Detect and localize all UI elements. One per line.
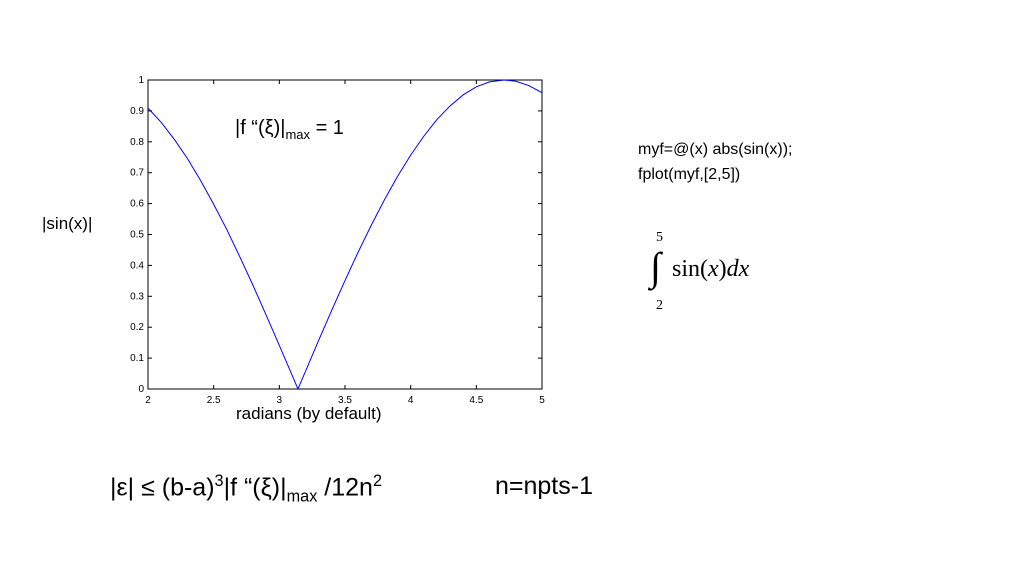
y-axis-label: |sin(x)| [42, 214, 93, 233]
y-tick-label: 0.7 [130, 168, 144, 179]
x-tick-label: 2 [145, 395, 151, 406]
error-bound: |ε| ≤ (b-a)3|f “(ξ)|max /12n2 [110, 472, 382, 506]
integral-lower: 2 [656, 298, 663, 313]
y-tick-label: 0.6 [130, 199, 144, 210]
integrand-part: dx [726, 256, 750, 282]
annotation-text: |f “(ξ)| [235, 117, 286, 139]
y-tick-label: 0.3 [130, 291, 144, 302]
y-tick-label: 0.9 [130, 106, 144, 117]
formula-part: |f “(ξ)| [223, 473, 287, 502]
formula-sup: 2 [372, 472, 382, 490]
integral-upper: 5 [656, 230, 663, 245]
x-tick-label: 2.5 [207, 395, 221, 406]
integral-sign: ∫ [650, 244, 661, 289]
x-tick-label: 3 [277, 395, 283, 406]
x-tick-label: 3.5 [338, 395, 352, 406]
y-tick-label: 0.5 [130, 230, 144, 241]
code-block: myf=@(x) abs(sin(x)); fplot(myf,[2,5]) [638, 137, 792, 187]
y-tick-label: 0.4 [130, 260, 144, 271]
x-tick-label: 5 [539, 395, 545, 406]
integrand: sin(x)dx [672, 256, 749, 283]
formula-part: |ε| ≤ (b-a) [110, 473, 215, 502]
data-line [147, 79, 543, 391]
x-tick-label: 4 [408, 395, 414, 406]
y-tick-label: 0.8 [130, 137, 144, 148]
annotation: |f “(ξ)|max = 1 [235, 117, 344, 142]
integrand-part: x [708, 256, 719, 282]
n-definition: n=npts-1 [495, 472, 593, 500]
integrand-part: ) [718, 256, 727, 282]
x-axis-label: radians (by default) [236, 404, 382, 423]
y-tick-label: 0.2 [130, 322, 144, 333]
integrand-part: sin( [672, 256, 708, 282]
y-tick-label: 0.1 [130, 353, 144, 364]
y-tick-label: 0 [138, 384, 144, 395]
formula-part: /12n [317, 473, 373, 502]
formula-sup: 3 [214, 472, 224, 490]
annotation-text: = 1 [310, 117, 344, 139]
x-tick-label: 4.5 [469, 395, 483, 406]
plot-frame [147, 79, 543, 390]
y-tick-label: 1 [138, 75, 144, 86]
code-line: myf=@(x) abs(sin(x)); [638, 141, 793, 158]
annotation-sub: max [285, 127, 311, 142]
code-line: fplot(myf,[2,5]) [638, 166, 741, 183]
formula-sub: max [286, 487, 318, 506]
